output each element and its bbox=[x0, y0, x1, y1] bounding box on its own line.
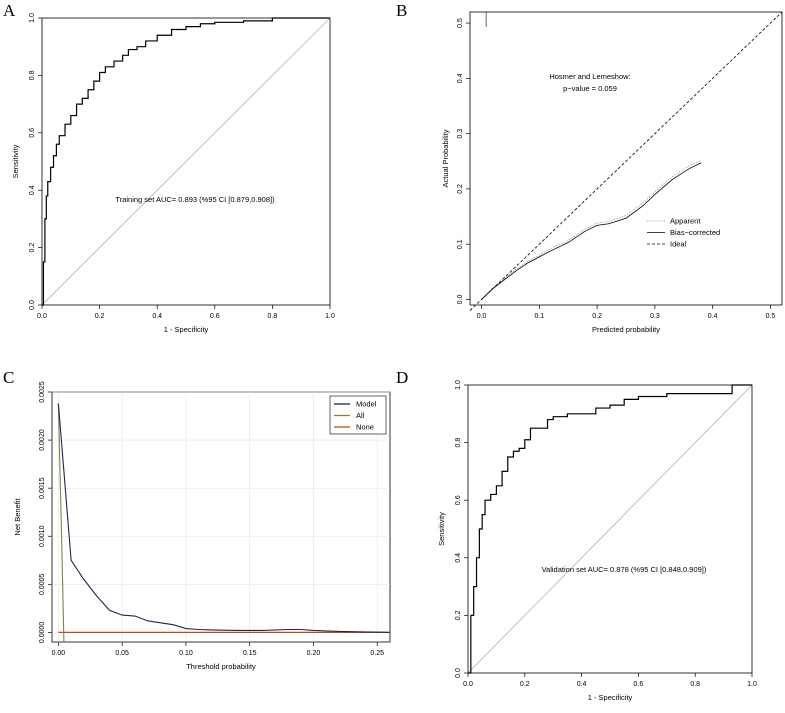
panel-b-legend-label-apparent: Apparent bbox=[670, 217, 701, 226]
panel-a-y-axis-label: Sensitivity bbox=[11, 144, 20, 178]
panel-b-calibration: B 0.0 0.1 0.2 0.3 0.4 0.5 0.0 0.1 0.2 0.3 0.4 0.5 Pr… bbox=[396, 1, 783, 334]
panel-b-y-tick-label-4: 0.4 bbox=[457, 73, 464, 83]
panel-d-roc-curve bbox=[468, 384, 752, 674]
panel-a-x-tick-label-2: 0.4 bbox=[152, 313, 162, 320]
panel-a-y-tick-label-4: 0.8 bbox=[29, 70, 36, 80]
panel-c-y-tick-label-5: 0.0025 bbox=[39, 381, 46, 403]
panel-a-y-tick-label-3: 0.6 bbox=[29, 128, 36, 138]
panel-a-roc-curve bbox=[42, 17, 330, 306]
panel-c-x-tick-label-0: 0.00 bbox=[52, 650, 66, 657]
panel-c-y-tick-label-1: 0.0005 bbox=[39, 574, 46, 596]
panel-c-x-tick-label-4: 0.20 bbox=[307, 650, 321, 657]
panel-a-letter: A bbox=[3, 1, 16, 20]
panel-a-x-tick-label-0: 0.0 bbox=[37, 313, 47, 320]
panel-b-legend-label-ideal: Ideal bbox=[670, 240, 687, 249]
panel-d-reference-diagonal bbox=[467, 384, 753, 674]
panel-a-x-tick-label-4: 0.8 bbox=[268, 313, 278, 320]
panel-a-y-tick-label-0: 0.0 bbox=[29, 300, 36, 310]
panel-c-x-axis-label: Threshold probability bbox=[186, 662, 256, 671]
panel-b-hl-title: Hosmer and Lemeshow: bbox=[549, 72, 630, 81]
panel-d-roc-validation: D 0.0 0.2 0.4 0.6 0.8 1.0 0.0 0.2 0.4 0.6 0.8 1.0 1 … bbox=[396, 368, 757, 702]
panel-c-y-tick-label-0: 0.0000 bbox=[39, 622, 46, 644]
panel-b-y-tick-label-3: 0.3 bbox=[457, 129, 464, 139]
panel-b-y-axis-label: Actual Probability bbox=[441, 129, 450, 187]
panel-a-plot-frame bbox=[41, 17, 331, 306]
panel-d-auc-annotation: Validation set AUC= 0.878 (%95 CI [0.848… bbox=[542, 565, 707, 574]
panel-d-y-tick-label-5: 1.0 bbox=[455, 380, 462, 390]
panel-c-line-all bbox=[57, 403, 65, 642]
panel-d-x-tick-label-4: 0.8 bbox=[690, 681, 700, 688]
panel-b-x-tick-label-0: 0.0 bbox=[477, 313, 487, 320]
panel-c-y-tick-label-3: 0.0015 bbox=[39, 477, 46, 499]
panel-d-y-tick-label-3: 0.6 bbox=[455, 495, 462, 505]
panel-c-x-tick-label-1: 0.05 bbox=[115, 650, 129, 657]
panel-d-x-tick-label-3: 0.6 bbox=[634, 681, 644, 688]
panel-a-x-axis-label: 1 - Specificity bbox=[164, 325, 209, 334]
panel-a-roc-training: A 0.0 0.2 0.4 0.6 0.8 1.0 0.0 0.2 0.4 0.6 0.8 1.0 1 … bbox=[3, 1, 335, 334]
panel-c-legend-label-model: Model bbox=[356, 400, 377, 409]
panel-a-y-tick-label-2: 0.4 bbox=[29, 185, 36, 195]
panel-b-x-tick-label-2: 0.2 bbox=[592, 313, 602, 320]
panel-c-x-tick-label-5: 0.25 bbox=[370, 650, 384, 657]
panel-b-y-tick-label-1: 0.1 bbox=[457, 239, 464, 249]
panel-c-y-axis-label: Net Benefit bbox=[13, 498, 22, 536]
panel-c-y-tick-label-2: 0.0010 bbox=[39, 525, 46, 547]
panel-d-y-tick-label-2: 0.4 bbox=[455, 553, 462, 563]
panel-b-line-apparent bbox=[481, 159, 702, 300]
panel-b-x-tick-label-3: 0.3 bbox=[650, 313, 660, 320]
panel-b-x-tick-label-4: 0.4 bbox=[708, 313, 718, 320]
panel-b-plot-frame bbox=[469, 11, 783, 306]
panel-d-x-axis-label: 1 - Specificity bbox=[588, 693, 633, 702]
panel-d-y-axis-label: Sensitivity bbox=[437, 512, 446, 546]
panel-b-y-tick-label-5: 0.5 bbox=[457, 18, 464, 28]
panel-c-legend-label-none: None bbox=[356, 423, 374, 432]
panel-a-x-tick-label-5: 1.0 bbox=[325, 313, 335, 320]
panel-c-x-tick-label-2: 0.10 bbox=[179, 650, 193, 657]
panel-d-x-tick-label-2: 0.4 bbox=[577, 681, 587, 688]
panel-b-line-ideal bbox=[469, 11, 783, 311]
panel-b-x-tick-label-1: 0.1 bbox=[534, 313, 544, 320]
panel-b-x-axis-label: Predicted probability bbox=[592, 325, 660, 334]
panel-b-x-tick-label-5: 0.5 bbox=[766, 313, 776, 320]
panel-c-x-tick-label-3: 0.15 bbox=[243, 650, 257, 657]
panel-d-x-tick-label-5: 1.0 bbox=[747, 681, 757, 688]
panel-b-legend-label-bias-corrected: Bias−corrected bbox=[670, 228, 720, 237]
panel-c-letter: C bbox=[3, 368, 14, 387]
panel-a-x-tick-label-3: 0.6 bbox=[210, 313, 220, 320]
panel-c-y-tick-label-4: 0.0020 bbox=[39, 429, 46, 451]
panel-a-reference-diagonal bbox=[41, 17, 331, 306]
panel-b-line-bias-corrected bbox=[481, 162, 702, 300]
panel-b-hl-pvalue: p−value = 0.059 bbox=[563, 84, 617, 93]
panel-b-y-tick-label-2: 0.2 bbox=[457, 184, 464, 194]
panel-c-legend-label-all: All bbox=[356, 411, 365, 420]
panel-d-y-tick-label-0: 0.0 bbox=[455, 668, 462, 678]
panel-d-letter: D bbox=[396, 368, 408, 387]
panel-c-line-model bbox=[57, 403, 390, 633]
panel-d-plot-frame bbox=[467, 384, 753, 674]
panel-d-x-tick-label-1: 0.2 bbox=[520, 681, 530, 688]
panel-a-x-tick-label-1: 0.2 bbox=[95, 313, 105, 320]
panel-a-y-tick-label-5: 1.0 bbox=[29, 13, 36, 23]
panel-b-letter: B bbox=[396, 1, 407, 20]
panel-a-auc-annotation: Training set AUC= 0.893 (%95 CI [0.879,0… bbox=[115, 195, 275, 204]
panel-d-x-tick-label-0: 0.0 bbox=[463, 681, 473, 688]
panel-d-y-tick-label-1: 0.2 bbox=[455, 610, 462, 620]
panel-b-y-tick-label-0: 0.0 bbox=[457, 295, 464, 305]
panel-d-y-tick-label-4: 0.8 bbox=[455, 438, 462, 448]
panel-c-decision-curve: C 0.00 0.05 0.10 0.15 0.20 0.25 0.0000 0.0005 0.… bbox=[3, 368, 391, 671]
panel-a-y-tick-label-1: 0.2 bbox=[29, 243, 36, 253]
